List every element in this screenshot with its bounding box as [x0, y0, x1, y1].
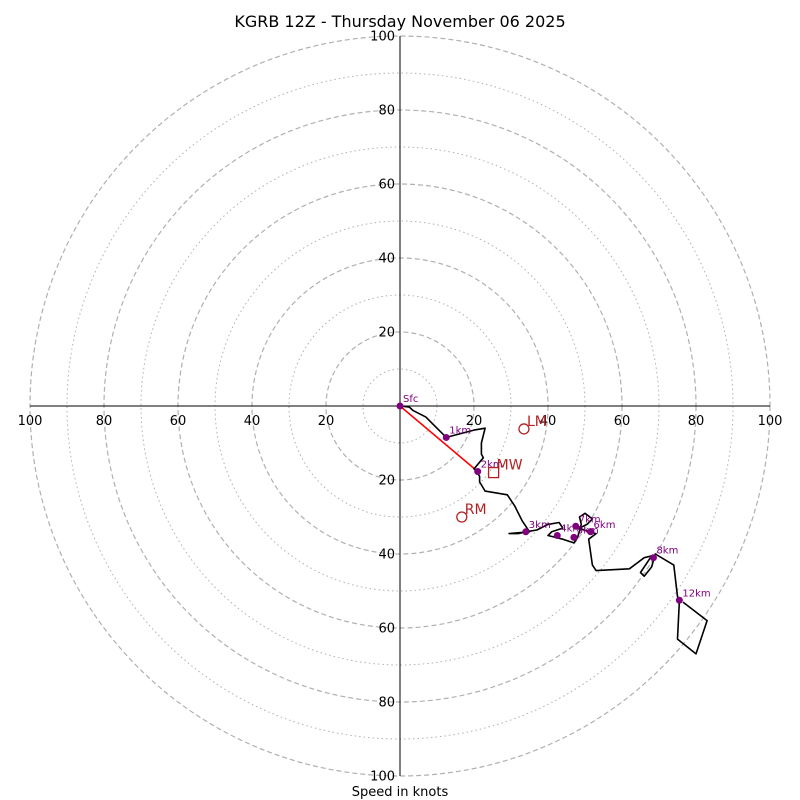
height-label-4km: 4km	[560, 524, 582, 535]
storm-label-RM: RM	[465, 502, 487, 518]
storm-label-MW: MW	[497, 458, 523, 474]
storm-motion-markers: LM RM MW	[456, 414, 547, 523]
tick-label-left-60: 60	[170, 414, 187, 429]
tick-label-left-80: 80	[96, 414, 113, 429]
hodograph-trace-line	[399, 405, 708, 655]
tick-label-left-20: 20	[318, 414, 335, 429]
height-marker-5km	[570, 533, 578, 541]
height-marker-8km	[649, 554, 657, 562]
tick-label-bottom-100: 100	[370, 770, 395, 785]
storm-label-LM: LM	[527, 414, 547, 430]
height-marker-6km	[587, 528, 595, 536]
height-label-2km: 2km	[481, 459, 503, 470]
height-marker-Sfc	[396, 402, 404, 410]
height-marker-2km	[474, 467, 482, 475]
tick-label-right-100: 100	[758, 414, 783, 429]
height-marker-12km	[675, 596, 683, 604]
hodograph-trace	[399, 405, 708, 655]
tick-label-left-40: 40	[244, 414, 261, 429]
height-marker-7km	[572, 522, 580, 530]
tick-label-top-20: 20	[378, 326, 395, 341]
tick-label-right-20: 20	[466, 414, 483, 429]
height-label-12km: 12km	[682, 588, 710, 599]
storm-marker-RM	[456, 511, 468, 523]
tick-label-right-80: 80	[688, 414, 705, 429]
tick-label-bottom-40: 40	[378, 548, 395, 563]
height-label-8km: 8km	[656, 546, 678, 557]
shear-vector-line	[399, 405, 479, 473]
height-marker-4km	[553, 532, 561, 539]
tick-label-right-40: 40	[540, 414, 557, 429]
storm-marker-LM	[518, 423, 530, 435]
tick-label-right-60: 60	[614, 414, 631, 429]
height-label-3km: 3km	[529, 520, 551, 531]
storm-marker-MW	[487, 466, 500, 479]
x-axis-label: Speed in knots	[352, 785, 449, 800]
tick-label-top-80: 80	[378, 104, 395, 119]
tick-label-top-40: 40	[378, 252, 395, 267]
height-markers: Sfc1km2km3km4km5km6km7km8km12km	[396, 394, 711, 604]
tick-label-top-60: 60	[378, 178, 395, 193]
tick-label-left-100: 100	[18, 414, 43, 429]
height-label-7km: 7km	[579, 514, 601, 525]
shear-vector	[399, 405, 479, 473]
height-label-6km: 6km	[594, 520, 616, 531]
axis-tick-labels: 20 20 20 20 40 40 40 40 60 60 60 60 80 80 80 80 100 100 10…	[18, 30, 783, 785]
height-marker-1km	[442, 433, 450, 441]
height-label-1km: 1km	[449, 425, 471, 436]
tick-label-top-100: 100	[370, 30, 395, 45]
chart-title: KGRB 12Z - Thursday November 06 2025	[234, 12, 565, 31]
tick-label-bottom-60: 60	[378, 622, 395, 637]
height-label-Sfc: Sfc	[403, 394, 418, 405]
tick-label-bottom-20: 20	[378, 474, 395, 489]
height-marker-3km	[522, 528, 530, 536]
tick-label-bottom-80: 80	[378, 696, 395, 711]
